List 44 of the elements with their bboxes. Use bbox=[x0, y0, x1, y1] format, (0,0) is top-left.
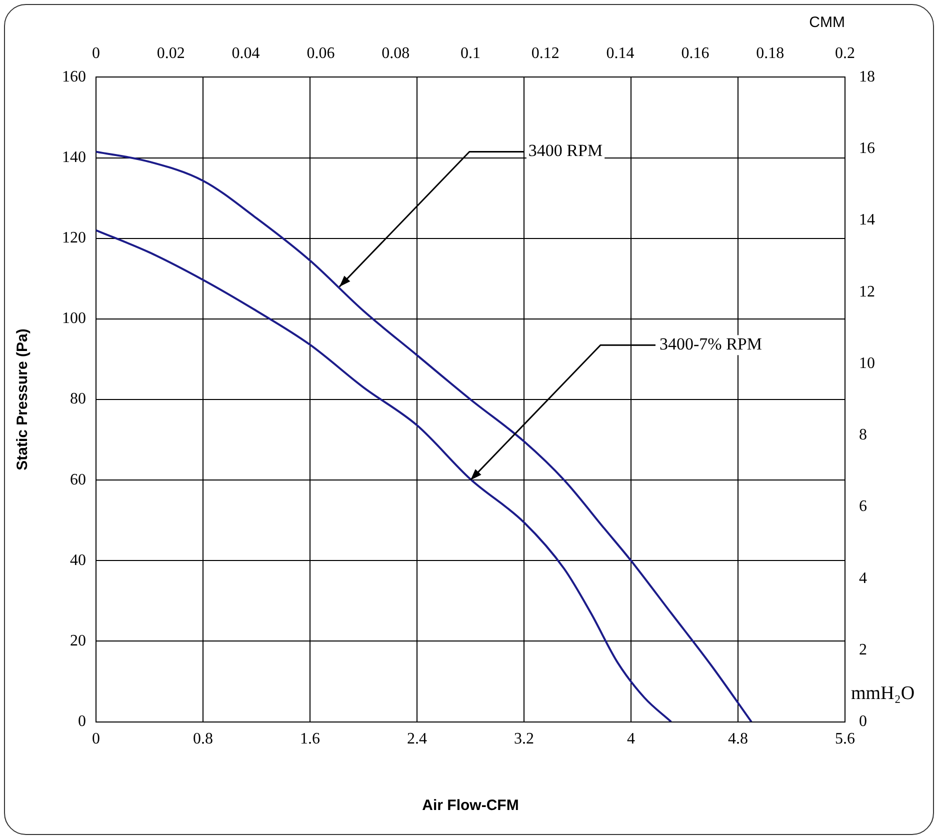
y-tick-label: 160 bbox=[62, 68, 86, 86]
x2-tick-label: 0.12 bbox=[531, 44, 560, 62]
y-tick-label: 140 bbox=[62, 148, 86, 166]
x2-tick-label: 0.08 bbox=[382, 44, 410, 62]
x2-tick-label: 0.2 bbox=[835, 44, 855, 62]
y2-tick-label: 8 bbox=[859, 426, 867, 444]
x-axis-title: Air Flow-CFM bbox=[422, 797, 519, 814]
y2-tick-label: 12 bbox=[859, 283, 875, 300]
x2-tick-label: 0.06 bbox=[306, 44, 335, 62]
y2-tick-label: 14 bbox=[859, 212, 875, 229]
y2-tick-label: 4 bbox=[859, 570, 867, 587]
y2-tick-label: 16 bbox=[859, 140, 875, 158]
x2-tick-label: 0.04 bbox=[232, 44, 260, 62]
y-tick-label: 60 bbox=[70, 471, 86, 488]
x2-tick-label: 0.18 bbox=[756, 44, 784, 62]
x2-tick-label: 0.14 bbox=[606, 44, 634, 62]
x-tick-label: 0.8 bbox=[193, 730, 213, 748]
x2-tick-label: 0.1 bbox=[460, 44, 480, 62]
y2-tick-label: 6 bbox=[859, 498, 867, 516]
y2-tick-label: 2 bbox=[859, 641, 867, 658]
y-tick-label: 20 bbox=[70, 632, 86, 650]
x-tick-label: 1.6 bbox=[300, 730, 320, 748]
x-tick-label: 4.8 bbox=[728, 730, 748, 748]
y-tick-label: 0 bbox=[78, 713, 86, 730]
y2-tick-label: 0 bbox=[859, 713, 867, 730]
y-tick-label: 120 bbox=[62, 230, 86, 247]
x-tick-label: 3.2 bbox=[514, 730, 534, 748]
x2-axis-title: CMM bbox=[809, 14, 845, 32]
y2-axis-title: mmH₂O bbox=[851, 682, 915, 704]
x-tick-label: 0 bbox=[92, 730, 100, 748]
x2-tick-label: 0.16 bbox=[681, 44, 710, 62]
x-tick-label: 2.4 bbox=[407, 730, 427, 748]
x2-tick-label: 0.02 bbox=[156, 44, 185, 62]
y2-tick-label: 10 bbox=[859, 354, 875, 372]
x-tick-label: 5.6 bbox=[835, 730, 855, 748]
annotation: 3400-7% RPM bbox=[660, 334, 762, 354]
annotation: 3400 RPM bbox=[528, 141, 603, 160]
y-axis-title: Static Pressure (Pa) bbox=[14, 328, 32, 470]
x2-tick-label: 0 bbox=[92, 44, 100, 62]
x-tick-label: 4 bbox=[627, 730, 635, 748]
y-tick-label: 80 bbox=[70, 390, 86, 408]
y-tick-label: 40 bbox=[70, 552, 86, 569]
y-tick-label: 100 bbox=[62, 310, 86, 328]
y2-tick-label: 18 bbox=[859, 68, 875, 86]
